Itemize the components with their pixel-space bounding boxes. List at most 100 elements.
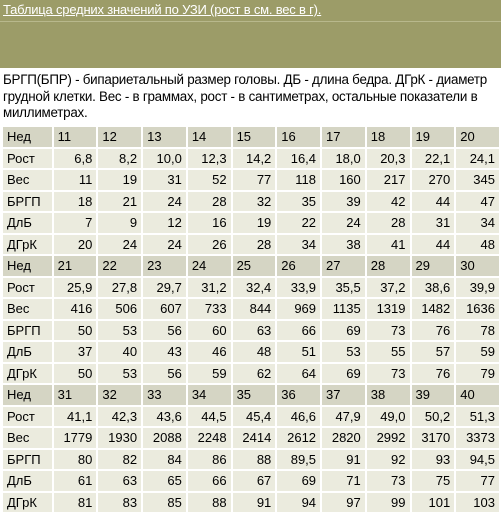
week-number-cell: 13 [143, 127, 186, 147]
value-cell: 64 [277, 363, 321, 383]
value-cell: 66 [187, 471, 231, 491]
week-number-cell: 14 [187, 127, 231, 147]
value-cell: 19 [98, 170, 142, 190]
week-number-cell: 38 [366, 385, 410, 405]
value-cell: 18,0 [322, 148, 365, 168]
week-number-cell: 36 [277, 385, 321, 405]
value-cell: 22,1 [411, 148, 455, 168]
value-cell: 160 [322, 170, 365, 190]
table-row: Рост 41,1 42,3 43,6 44,5 45,4 46,6 47,9 49,0 50,2… [3, 406, 499, 426]
value-cell: 84 [143, 449, 186, 469]
value-cell: 26 [187, 234, 231, 254]
value-cell: 35,5 [322, 277, 365, 297]
week-number-cell: 34 [187, 385, 231, 405]
value-cell: 59 [187, 363, 231, 383]
value-cell: 44 [411, 234, 455, 254]
value-cell: 56 [143, 320, 186, 340]
week-number-cell: 23 [143, 256, 186, 276]
row-label: ДГрК [3, 492, 52, 512]
row-label: БРГП [3, 191, 52, 211]
value-cell: 83 [98, 492, 142, 512]
header-banner [0, 21, 501, 68]
value-cell: 27,8 [98, 277, 142, 297]
value-cell: 38,6 [411, 277, 455, 297]
value-cell: 40 [98, 342, 142, 362]
value-cell: 81 [53, 492, 97, 512]
week-header-row: Нед 31 32 33 34 35 36 37 38 39 40 [3, 385, 499, 405]
value-cell: 34 [456, 213, 499, 233]
value-cell: 32,4 [232, 277, 276, 297]
value-cell: 94 [277, 492, 321, 512]
value-cell: 59 [456, 342, 499, 362]
value-cell: 51 [277, 342, 321, 362]
value-cell: 75 [411, 471, 455, 491]
value-cell: 97 [322, 492, 365, 512]
value-cell: 47 [456, 191, 499, 211]
value-cell: 50,2 [411, 406, 455, 426]
week-number-cell: 40 [456, 385, 499, 405]
value-cell: 48 [456, 234, 499, 254]
value-cell: 20 [53, 234, 97, 254]
value-cell: 86 [187, 449, 231, 469]
value-cell: 28 [187, 191, 231, 211]
row-label: ДлБ [3, 213, 52, 233]
value-cell: 91 [322, 449, 365, 469]
value-cell: 94,5 [456, 449, 499, 469]
value-cell: 45,4 [232, 406, 276, 426]
value-cell: 607 [143, 299, 186, 319]
value-cell: 53 [98, 320, 142, 340]
table-row: Вес 1779 1930 2088 2248 2414 2612 2820 2992 3170 3… [3, 428, 499, 448]
value-cell: 85 [143, 492, 186, 512]
value-cell: 46,6 [277, 406, 321, 426]
value-cell: 16 [187, 213, 231, 233]
value-cell: 39 [322, 191, 365, 211]
page-title-link[interactable]: Таблица средних значений по УЗИ (рост в … [3, 2, 322, 17]
value-cell: 69 [322, 320, 365, 340]
value-cell: 16,4 [277, 148, 321, 168]
value-cell: 88 [232, 449, 276, 469]
value-cell: 77 [232, 170, 276, 190]
table-row: Рост 6,8 8,2 10,0 12,3 14,2 16,4 18,0 20,3 22,1 24… [3, 148, 499, 168]
row-label: ДГрК [3, 363, 52, 383]
week-number-cell: 18 [366, 127, 410, 147]
value-cell: 53 [98, 363, 142, 383]
value-cell: 32 [232, 191, 276, 211]
value-cell: 103 [456, 492, 499, 512]
value-cell: 89,5 [277, 449, 321, 469]
value-cell: 11 [53, 170, 97, 190]
value-cell: 50 [53, 363, 97, 383]
table-row: БРГП 80 82 84 86 88 89,5 91 92 93 94,5 [3, 449, 499, 469]
value-cell: 101 [411, 492, 455, 512]
value-cell: 28 [366, 213, 410, 233]
value-cell: 41,1 [53, 406, 97, 426]
value-cell: 1319 [366, 299, 410, 319]
table-row: ДГрК 50 53 56 59 62 64 69 73 76 79 [3, 363, 499, 383]
value-cell: 60 [187, 320, 231, 340]
row-label: БРГП [3, 449, 52, 469]
row-label: ДлБ [3, 342, 52, 362]
value-cell: 9 [98, 213, 142, 233]
table-row: ДлБ 7 9 12 16 19 22 24 28 31 34 [3, 213, 499, 233]
week-number-cell: 26 [277, 256, 321, 276]
value-cell: 2088 [143, 428, 186, 448]
row-label: Вес [3, 299, 52, 319]
table-row: Вес 11 19 31 52 77 118 160 217 270 345 [3, 170, 499, 190]
value-cell: 6,8 [53, 148, 97, 168]
value-cell: 92 [366, 449, 410, 469]
value-cell: 2414 [232, 428, 276, 448]
page-header: Таблица средних значений по УЗИ (рост в … [0, 0, 501, 21]
table-row: ДлБ 61 63 65 66 67 69 71 73 75 77 [3, 471, 499, 491]
value-cell: 88 [187, 492, 231, 512]
week-number-cell: 24 [187, 256, 231, 276]
value-cell: 19 [232, 213, 276, 233]
value-cell: 69 [322, 363, 365, 383]
value-cell: 2612 [277, 428, 321, 448]
week-number-cell: 30 [456, 256, 499, 276]
row-label: Нед [3, 256, 52, 276]
value-cell: 42 [366, 191, 410, 211]
value-cell: 345 [456, 170, 499, 190]
week-number-cell: 32 [98, 385, 142, 405]
week-number-cell: 33 [143, 385, 186, 405]
value-cell: 3170 [411, 428, 455, 448]
week-number-cell: 39 [411, 385, 455, 405]
